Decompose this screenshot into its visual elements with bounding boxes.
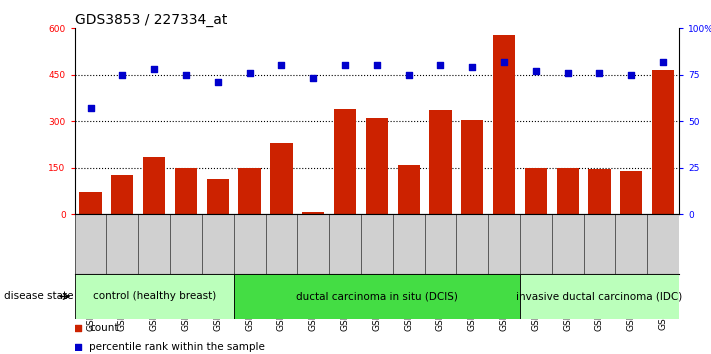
Point <box>279 303 290 308</box>
Bar <box>334 109 356 214</box>
Point <box>244 70 255 76</box>
Point <box>279 129 290 135</box>
Point <box>626 72 637 78</box>
Point <box>181 72 192 78</box>
Point <box>594 70 605 76</box>
Point <box>562 70 573 76</box>
Text: count: count <box>89 323 118 333</box>
Text: GDS3853 / 227334_at: GDS3853 / 227334_at <box>75 13 227 27</box>
Bar <box>461 120 483 214</box>
Bar <box>520 274 679 319</box>
Bar <box>75 274 234 319</box>
Point <box>466 64 478 70</box>
Bar <box>557 168 579 214</box>
Point <box>212 79 223 85</box>
Bar <box>365 118 388 214</box>
Point <box>658 59 669 65</box>
Text: ductal carcinoma in situ (DCIS): ductal carcinoma in situ (DCIS) <box>296 291 458 302</box>
Point <box>339 63 351 68</box>
Point <box>403 72 415 78</box>
Text: percentile rank within the sample: percentile rank within the sample <box>89 342 264 352</box>
Point <box>85 105 96 111</box>
Text: disease state: disease state <box>4 291 73 302</box>
Point <box>149 67 160 72</box>
Bar <box>589 169 611 214</box>
Bar <box>143 157 165 214</box>
Bar <box>493 34 515 214</box>
Bar <box>525 168 547 214</box>
Bar <box>270 143 292 214</box>
Bar <box>238 168 261 214</box>
Bar <box>429 110 451 214</box>
Bar <box>80 193 102 214</box>
Bar <box>175 168 197 214</box>
Point <box>371 63 383 68</box>
Point <box>434 63 446 68</box>
Bar <box>234 274 520 319</box>
Point <box>530 68 542 74</box>
Bar <box>111 176 134 214</box>
Point <box>498 59 510 65</box>
Text: control (healthy breast): control (healthy breast) <box>92 291 216 302</box>
Point <box>308 76 319 81</box>
Point <box>276 63 287 68</box>
Text: invasive ductal carcinoma (IDC): invasive ductal carcinoma (IDC) <box>516 291 683 302</box>
Bar <box>652 70 674 214</box>
Point <box>117 72 128 78</box>
Bar <box>620 171 643 214</box>
Bar <box>397 165 419 214</box>
Bar <box>207 178 229 214</box>
Bar <box>302 212 324 214</box>
